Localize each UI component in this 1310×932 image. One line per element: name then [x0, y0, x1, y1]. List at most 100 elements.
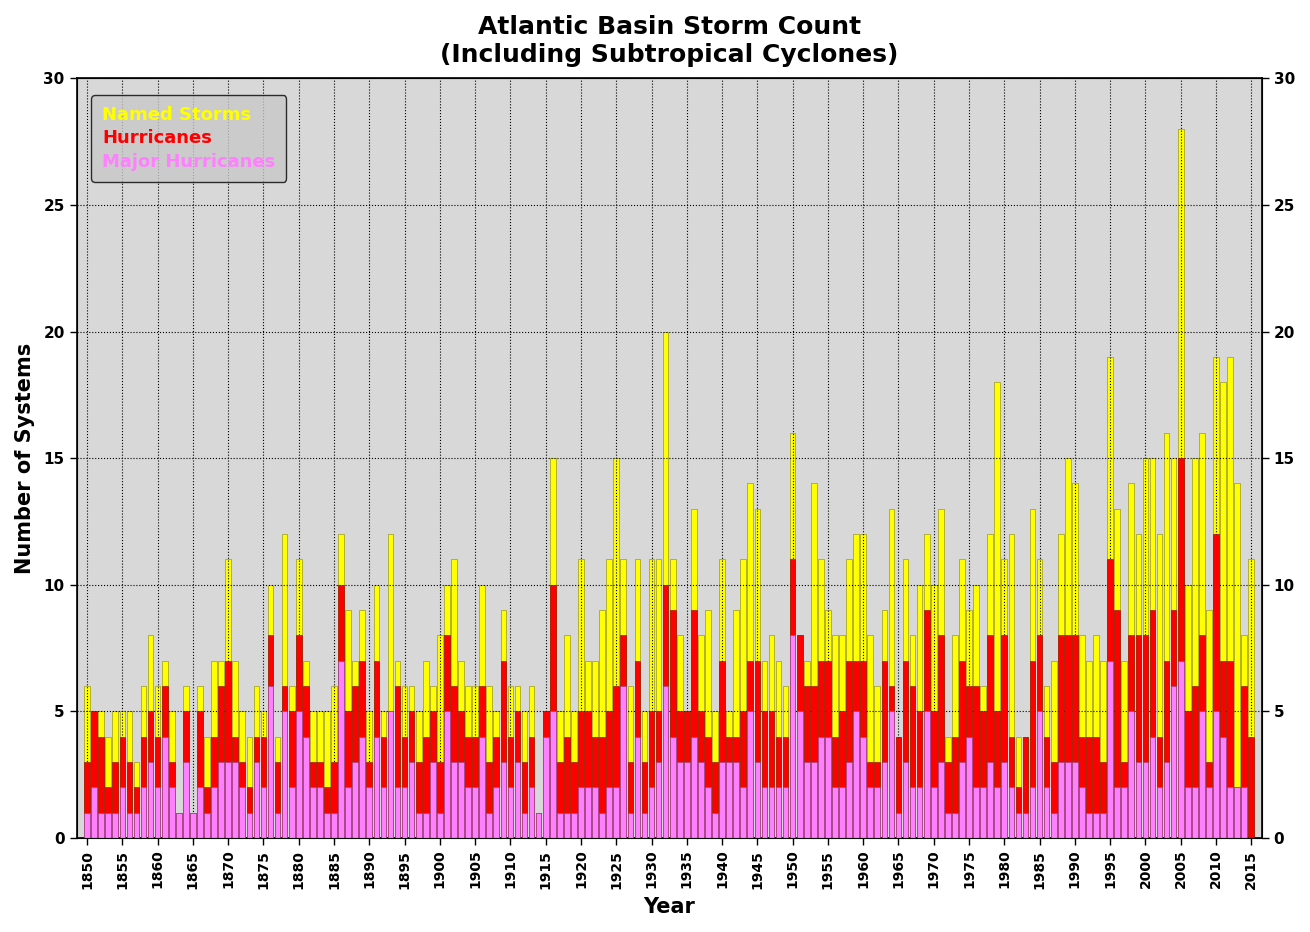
- Bar: [1079, 636, 1085, 838]
- Bar: [1107, 661, 1114, 838]
- Bar: [1030, 509, 1035, 838]
- Bar: [705, 788, 711, 838]
- Bar: [176, 813, 182, 838]
- Bar: [761, 788, 768, 838]
- Bar: [473, 736, 478, 838]
- Bar: [394, 661, 401, 838]
- Bar: [219, 762, 224, 838]
- Bar: [1213, 534, 1218, 838]
- Bar: [692, 509, 697, 838]
- Bar: [176, 813, 182, 838]
- Bar: [748, 661, 753, 838]
- Bar: [290, 788, 295, 838]
- Bar: [896, 813, 901, 838]
- Bar: [586, 711, 591, 838]
- Bar: [1058, 534, 1064, 838]
- Bar: [959, 559, 964, 838]
- Bar: [394, 788, 401, 838]
- Legend: Named Storms, Hurricanes, Major Hurricanes: Named Storms, Hurricanes, Major Hurrican…: [92, 95, 287, 182]
- Bar: [267, 686, 274, 838]
- Bar: [648, 788, 655, 838]
- Bar: [346, 788, 351, 838]
- Bar: [211, 736, 217, 838]
- Bar: [1094, 636, 1099, 838]
- Bar: [1072, 636, 1078, 838]
- Title: Atlantic Basin Storm Count
(Including Subtropical Cyclones): Atlantic Basin Storm Count (Including Su…: [440, 15, 899, 67]
- Bar: [1051, 661, 1056, 838]
- Bar: [473, 788, 478, 838]
- Bar: [627, 762, 633, 838]
- Bar: [994, 711, 1000, 838]
- Bar: [571, 762, 576, 838]
- Bar: [882, 661, 887, 838]
- Bar: [352, 762, 358, 838]
- Bar: [430, 686, 436, 838]
- Bar: [1058, 762, 1064, 838]
- Bar: [98, 813, 103, 838]
- Bar: [246, 788, 253, 838]
- Bar: [669, 736, 676, 838]
- Bar: [698, 711, 703, 838]
- Bar: [1220, 661, 1226, 838]
- Bar: [938, 762, 943, 838]
- Bar: [613, 788, 620, 838]
- Bar: [719, 661, 724, 838]
- Bar: [373, 661, 379, 838]
- Bar: [113, 711, 118, 838]
- Bar: [415, 762, 422, 838]
- Bar: [331, 686, 337, 838]
- Bar: [296, 559, 301, 838]
- Bar: [303, 661, 309, 838]
- Bar: [867, 762, 872, 838]
- Bar: [1142, 762, 1149, 838]
- Bar: [1086, 661, 1091, 838]
- Bar: [917, 584, 922, 838]
- Bar: [1163, 762, 1170, 838]
- Bar: [1242, 788, 1247, 838]
- Bar: [613, 459, 620, 838]
- Bar: [1009, 534, 1014, 838]
- Bar: [613, 686, 620, 838]
- Bar: [359, 661, 365, 838]
- X-axis label: Year: Year: [643, 897, 696, 917]
- Bar: [402, 736, 407, 838]
- Bar: [817, 736, 824, 838]
- Bar: [959, 762, 964, 838]
- Bar: [105, 736, 111, 838]
- Bar: [162, 736, 168, 838]
- Bar: [529, 686, 534, 838]
- Bar: [980, 711, 986, 838]
- Bar: [846, 559, 852, 838]
- Bar: [621, 559, 626, 838]
- Bar: [105, 788, 111, 838]
- Bar: [627, 813, 633, 838]
- Bar: [761, 661, 768, 838]
- Bar: [726, 711, 732, 838]
- Bar: [1100, 813, 1106, 838]
- Bar: [388, 534, 393, 838]
- Bar: [1051, 813, 1056, 838]
- Bar: [769, 711, 774, 838]
- Bar: [324, 813, 330, 838]
- Bar: [796, 711, 803, 838]
- Bar: [155, 736, 160, 838]
- Bar: [127, 762, 132, 838]
- Bar: [825, 610, 831, 838]
- Bar: [282, 686, 287, 838]
- Bar: [903, 559, 908, 838]
- Bar: [1178, 661, 1183, 838]
- Bar: [698, 636, 703, 838]
- Bar: [430, 762, 436, 838]
- Bar: [1171, 610, 1176, 838]
- Bar: [134, 813, 139, 838]
- Bar: [832, 736, 838, 838]
- Bar: [352, 661, 358, 838]
- Bar: [804, 661, 810, 838]
- Bar: [127, 813, 132, 838]
- Bar: [465, 788, 470, 838]
- Bar: [825, 661, 831, 838]
- Bar: [232, 661, 238, 838]
- Bar: [599, 610, 605, 838]
- Bar: [148, 636, 153, 838]
- Bar: [557, 711, 562, 838]
